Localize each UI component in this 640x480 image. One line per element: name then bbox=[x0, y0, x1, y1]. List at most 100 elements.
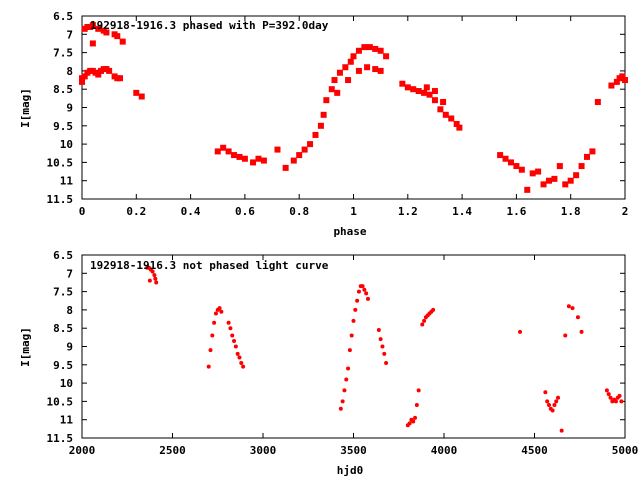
phased-data-point bbox=[241, 155, 248, 162]
phased-data-point bbox=[317, 122, 324, 129]
phased-light-curve-panel: 0 0.2 0.4 0.6 0.8 1 1.2 1.4 1.6 1.8 2 6.5 7 7.5 8 8.5 9 9… bbox=[19, 10, 628, 238]
unphased-data-point bbox=[153, 276, 158, 281]
unphased-plot-frame bbox=[81, 254, 626, 439]
unphased-data-point bbox=[364, 291, 369, 296]
phased-x-tick-label: 0.4 bbox=[181, 205, 201, 218]
unphased-data-point bbox=[226, 320, 231, 325]
phased-data-point bbox=[345, 77, 352, 84]
phased-data-point bbox=[573, 172, 580, 179]
phased-data-point bbox=[567, 177, 574, 184]
unphased-y-tick-label: 7 bbox=[66, 267, 73, 280]
phased-data-point bbox=[290, 157, 297, 164]
phased-data-point bbox=[334, 89, 341, 96]
unphased-x-tick-label: 2000 bbox=[69, 444, 96, 457]
unphased-data-point bbox=[365, 296, 370, 301]
unphased-y-tick-label: 7.5 bbox=[53, 286, 73, 299]
phased-data-point bbox=[366, 44, 373, 51]
unphased-data-point bbox=[210, 333, 215, 338]
unphased-data-point bbox=[566, 304, 571, 309]
unphased-data-point bbox=[579, 329, 584, 334]
phased-data-point bbox=[225, 148, 232, 155]
unphased-data-point bbox=[613, 399, 618, 404]
unphased-x-tick-label: 4500 bbox=[521, 444, 548, 457]
phased-data-point bbox=[301, 146, 308, 153]
phased-data-point bbox=[456, 124, 463, 131]
phased-x-tick-label: 0.8 bbox=[289, 205, 309, 218]
unphased-data-point bbox=[619, 399, 624, 404]
phased-data-point bbox=[415, 88, 422, 95]
phased-y-tick-label: 9 bbox=[66, 102, 73, 115]
phased-x-tick-label: 0.6 bbox=[235, 205, 255, 218]
phased-data-point bbox=[331, 77, 338, 84]
phased-y-tick-label: 6.5 bbox=[53, 10, 73, 23]
phased-data-point bbox=[117, 75, 124, 82]
unphased-data-point bbox=[232, 339, 237, 344]
phased-data-point bbox=[377, 67, 384, 74]
phased-data-point bbox=[250, 159, 257, 166]
phased-data-point bbox=[95, 25, 102, 32]
unphased-y-tick-label: 10 bbox=[60, 377, 73, 390]
phased-data-point bbox=[608, 82, 615, 89]
unphased-y-tick-label: 9 bbox=[66, 341, 73, 354]
phased-data-point bbox=[399, 80, 406, 87]
unphased-data-point bbox=[378, 337, 383, 342]
phased-data-point bbox=[307, 141, 314, 148]
phased-data-point bbox=[282, 164, 289, 171]
unphased-y-tick-label: 11 bbox=[60, 414, 74, 427]
phased-data-point bbox=[377, 47, 384, 54]
phased-data-point bbox=[89, 22, 96, 29]
unphased-data-point bbox=[617, 393, 622, 398]
phased-data-point bbox=[507, 159, 514, 166]
phased-data-point bbox=[562, 181, 569, 188]
unphased-data-point bbox=[213, 311, 218, 316]
phased-data-point bbox=[361, 44, 368, 51]
unphased-y-tick-label: 6.5 bbox=[53, 249, 73, 262]
phased-y-tick-label: 8 bbox=[66, 65, 73, 78]
unphased-data-point bbox=[147, 278, 152, 283]
unphased-data-point bbox=[340, 399, 345, 404]
unphased-data-point bbox=[154, 280, 159, 285]
phased-data-point bbox=[323, 97, 330, 104]
unphased-data-point bbox=[518, 329, 523, 334]
phased-data-point bbox=[613, 78, 620, 85]
phased-data-point bbox=[274, 146, 281, 153]
unphased-data-point bbox=[384, 360, 389, 365]
phased-data-point bbox=[410, 86, 417, 93]
phased-data-point bbox=[583, 153, 590, 160]
unphased-data-point bbox=[545, 399, 550, 404]
phased-data-point bbox=[138, 93, 145, 100]
unphased-light-curve-panel: 2000 2500 3000 3500 4000 4500 5000 6.5 7 7.5 8 8.5 9… bbox=[19, 249, 638, 477]
unphased-data-point bbox=[546, 403, 551, 408]
unphased-data-point bbox=[338, 406, 343, 411]
phased-data-point bbox=[312, 131, 319, 138]
unphased-data-point bbox=[355, 298, 360, 303]
unphased-data-point bbox=[230, 333, 235, 338]
phased-y-tick-label: 8.5 bbox=[53, 83, 73, 96]
unphased-data-point bbox=[606, 392, 611, 397]
phased-y-tick-label: 10.5 bbox=[47, 156, 74, 169]
phased-x-tick-label: 1.2 bbox=[398, 205, 418, 218]
phased-data-point bbox=[133, 89, 140, 96]
unphased-x-tick-label: 2500 bbox=[159, 444, 186, 457]
unphased-data-point bbox=[382, 351, 387, 356]
unphased-data-point bbox=[351, 318, 356, 323]
phased-data-point bbox=[372, 66, 379, 73]
unphased-x-axis-label: hjd0 bbox=[337, 464, 364, 477]
unphased-data-point bbox=[342, 388, 347, 393]
phased-data-point bbox=[220, 144, 227, 151]
unphased-y-tick-label: 11.5 bbox=[47, 432, 74, 445]
phased-data-point bbox=[619, 73, 626, 80]
unphased-x-tick-label: 4000 bbox=[431, 444, 458, 457]
unphased-data-point bbox=[604, 388, 609, 393]
phased-data-point bbox=[355, 47, 362, 54]
phased-data-point bbox=[103, 29, 110, 36]
phased-data-point bbox=[106, 67, 113, 74]
phased-data-point bbox=[355, 67, 362, 74]
unphased-x-tick-label: 5000 bbox=[612, 444, 639, 457]
unphased-y-tick-label: 8.5 bbox=[53, 322, 73, 335]
phased-data-point bbox=[336, 69, 343, 76]
phased-data-point bbox=[440, 99, 447, 106]
unphased-data-point bbox=[344, 377, 349, 382]
phased-x-tick-label: 0.2 bbox=[126, 205, 146, 218]
